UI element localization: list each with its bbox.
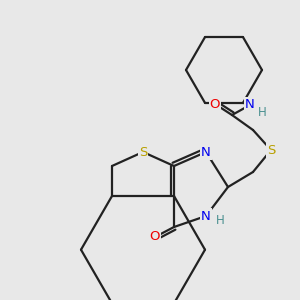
Text: S: S xyxy=(267,143,275,157)
Text: O: O xyxy=(210,98,220,110)
Text: N: N xyxy=(201,209,211,223)
Text: H: H xyxy=(216,214,224,226)
Text: S: S xyxy=(139,146,147,158)
Text: H: H xyxy=(258,106,266,119)
Text: O: O xyxy=(150,230,160,244)
Text: N: N xyxy=(245,98,255,112)
Text: N: N xyxy=(201,146,211,158)
